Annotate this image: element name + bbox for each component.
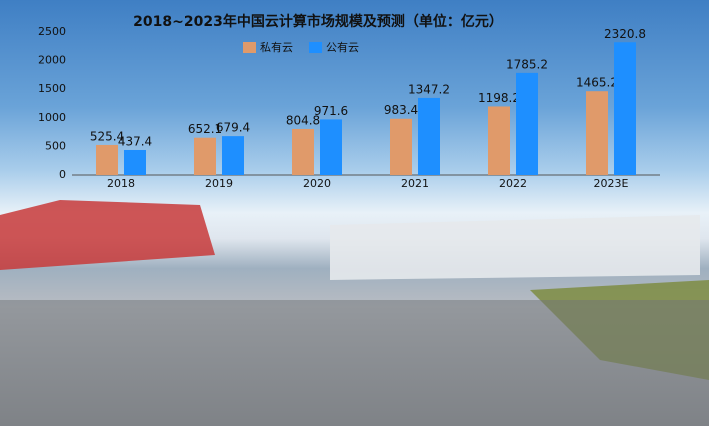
- ground: [0, 300, 709, 426]
- y-tick-label: 0: [59, 168, 66, 181]
- y-tick-label: 1000: [38, 111, 66, 124]
- bar: [390, 118, 412, 175]
- bar: [614, 42, 636, 175]
- data-label: 983.4: [384, 103, 418, 117]
- data-label: 1785.2: [506, 57, 548, 71]
- building: [330, 215, 700, 280]
- bar: [292, 128, 314, 175]
- bar: [586, 91, 608, 175]
- x-tick-label: 2018: [107, 177, 135, 190]
- bar: [124, 149, 146, 175]
- bar: [320, 119, 342, 175]
- data-label: 1347.2: [408, 82, 450, 96]
- data-label: 437.4: [118, 134, 152, 148]
- data-label: 1198.2: [478, 91, 520, 105]
- x-tick-label: 2021: [401, 177, 429, 190]
- data-label: 1465.2: [576, 76, 618, 90]
- y-tick-label: 1500: [38, 82, 66, 95]
- x-tick-label: 2020: [303, 177, 331, 190]
- y-tick-label: 2000: [38, 54, 66, 67]
- background-scene: [0, 200, 709, 426]
- data-label: 2320.8: [604, 27, 646, 41]
- data-label: 971.6: [314, 104, 348, 118]
- data-label: 804.8: [286, 113, 320, 127]
- bar: [96, 144, 118, 175]
- legend-label: 私有云: [260, 40, 293, 54]
- bar: [488, 106, 510, 175]
- chart-title: 2018~2023年中国云计算市场规模及预测（单位：亿元）: [133, 13, 503, 30]
- x-tick-label: 2022: [499, 177, 527, 190]
- data-label: 652.1: [188, 122, 222, 136]
- y-tick-label: 500: [45, 139, 66, 152]
- x-tick-label: 2019: [205, 177, 233, 190]
- building: [0, 200, 215, 270]
- bar: [418, 97, 440, 175]
- y-tick-label: 2500: [38, 25, 66, 38]
- bar: [516, 72, 538, 175]
- bar: [194, 137, 216, 175]
- legend-swatch: [243, 42, 256, 53]
- legend-swatch: [309, 42, 322, 53]
- x-tick-label: 2023E: [594, 177, 629, 190]
- bar: [222, 136, 244, 175]
- legend-label: 公有云: [326, 40, 359, 54]
- data-label: 525.4: [90, 129, 124, 143]
- data-label: 679.4: [216, 121, 250, 135]
